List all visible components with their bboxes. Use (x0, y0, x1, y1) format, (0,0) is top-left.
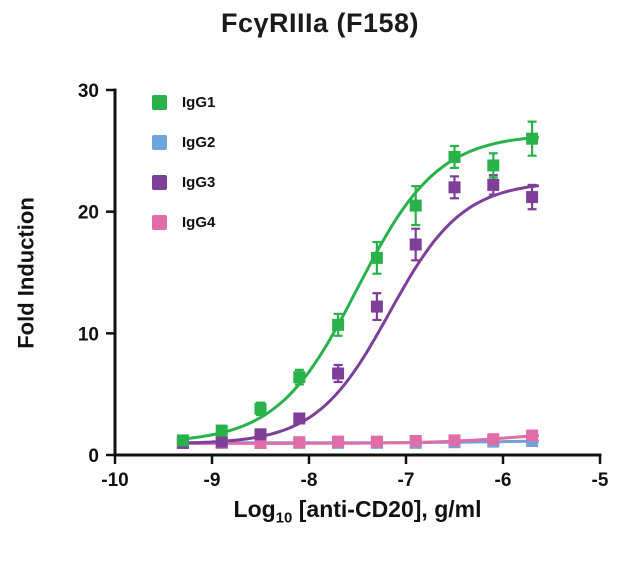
legend-label-igg4: IgG4 (182, 214, 216, 231)
legend-item-igg3: IgG3 (152, 174, 215, 191)
svg-text:10: 10 (78, 324, 99, 345)
chart-title: FcγRIIIa (F158) (220, 8, 420, 38)
svg-text:-8: -8 (301, 470, 318, 491)
svg-text:20: 20 (78, 203, 99, 224)
x-label-prefix: Log (233, 496, 276, 522)
igg2-marker-swatch (152, 135, 167, 150)
legend-item-igg4: IgG4 (152, 214, 215, 231)
igg3-marker-swatch (152, 175, 167, 190)
legend-label-igg3: IgG3 (182, 174, 216, 191)
legend-label-igg2: IgG2 (182, 134, 216, 151)
legend-label-igg1: IgG1 (182, 94, 216, 111)
x-label-suffix: [anti-CD20], g/ml (292, 496, 482, 522)
svg-text:30: 30 (78, 81, 99, 102)
x-label-subscript: 10 (275, 509, 293, 527)
x-axis-label: Log10 [anti-CD20], g/ml (115, 496, 600, 527)
igg1-marker-swatch (152, 95, 167, 110)
svg-text:0: 0 (88, 446, 99, 467)
svg-text:-5: -5 (592, 470, 609, 491)
svg-text:-9: -9 (204, 470, 221, 491)
legend-item-igg2: IgG2 (152, 134, 215, 151)
legend: IgG1 IgG2 IgG3 IgG4 (152, 94, 215, 231)
svg-text:-6: -6 (495, 470, 512, 491)
legend-item-igg1: IgG1 (152, 94, 215, 111)
svg-text:-7: -7 (398, 470, 415, 491)
svg-text:-10: -10 (101, 470, 128, 491)
igg4-marker-swatch (152, 215, 167, 230)
